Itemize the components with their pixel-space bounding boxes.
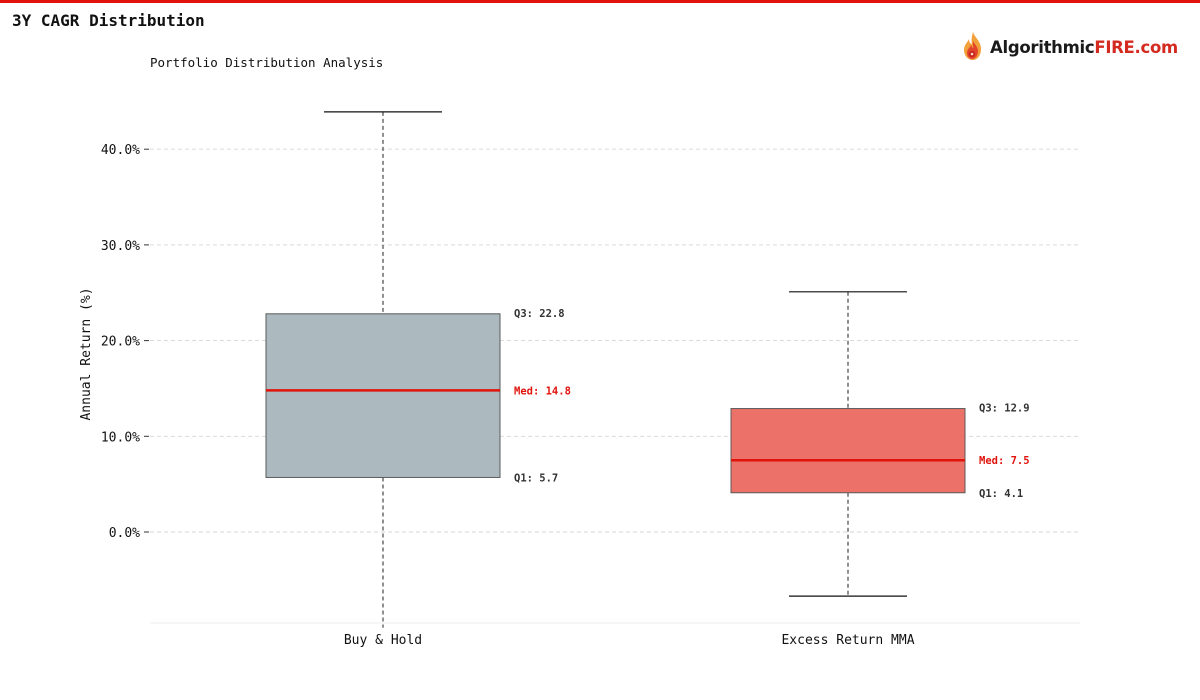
q3-label: Q3: 22.8 xyxy=(514,308,565,320)
box xyxy=(265,313,501,478)
y-tick-label: 0.0% xyxy=(109,526,140,541)
top-accent-bar xyxy=(0,0,1200,3)
q1-label: Q1: 4.1 xyxy=(979,488,1023,500)
brand-name-part1: Algorithmic xyxy=(990,37,1095,57)
page-title: 3Y CAGR Distribution xyxy=(12,11,205,30)
y-tick-label: 10.0% xyxy=(101,430,140,445)
x-tick-label: Excess Return MMA xyxy=(781,633,914,648)
median-label: Med: 7.5 xyxy=(979,455,1030,467)
median-label: Med: 14.8 xyxy=(514,385,571,397)
q1-label: Q1: 5.7 xyxy=(514,472,558,484)
y-tick-label: 40.0% xyxy=(101,143,140,158)
q3-label: Q3: 12.9 xyxy=(979,403,1030,415)
chart-subtitle: Portfolio Distribution Analysis xyxy=(150,55,384,70)
y-tick-label: 30.0% xyxy=(101,239,140,254)
y-tick-label: 20.0% xyxy=(101,335,140,350)
y-axis-label: Annual Return (%) xyxy=(79,287,94,420)
x-tick-label: Buy & Hold xyxy=(344,633,422,648)
brand-name: AlgorithmicFIRE.com xyxy=(990,38,1178,57)
box xyxy=(730,408,966,494)
brand-name-part2: FIRE.com xyxy=(1094,37,1178,57)
brand-logo[interactable]: AlgorithmicFIRE.com xyxy=(960,30,1178,64)
flame-icon xyxy=(964,32,981,60)
